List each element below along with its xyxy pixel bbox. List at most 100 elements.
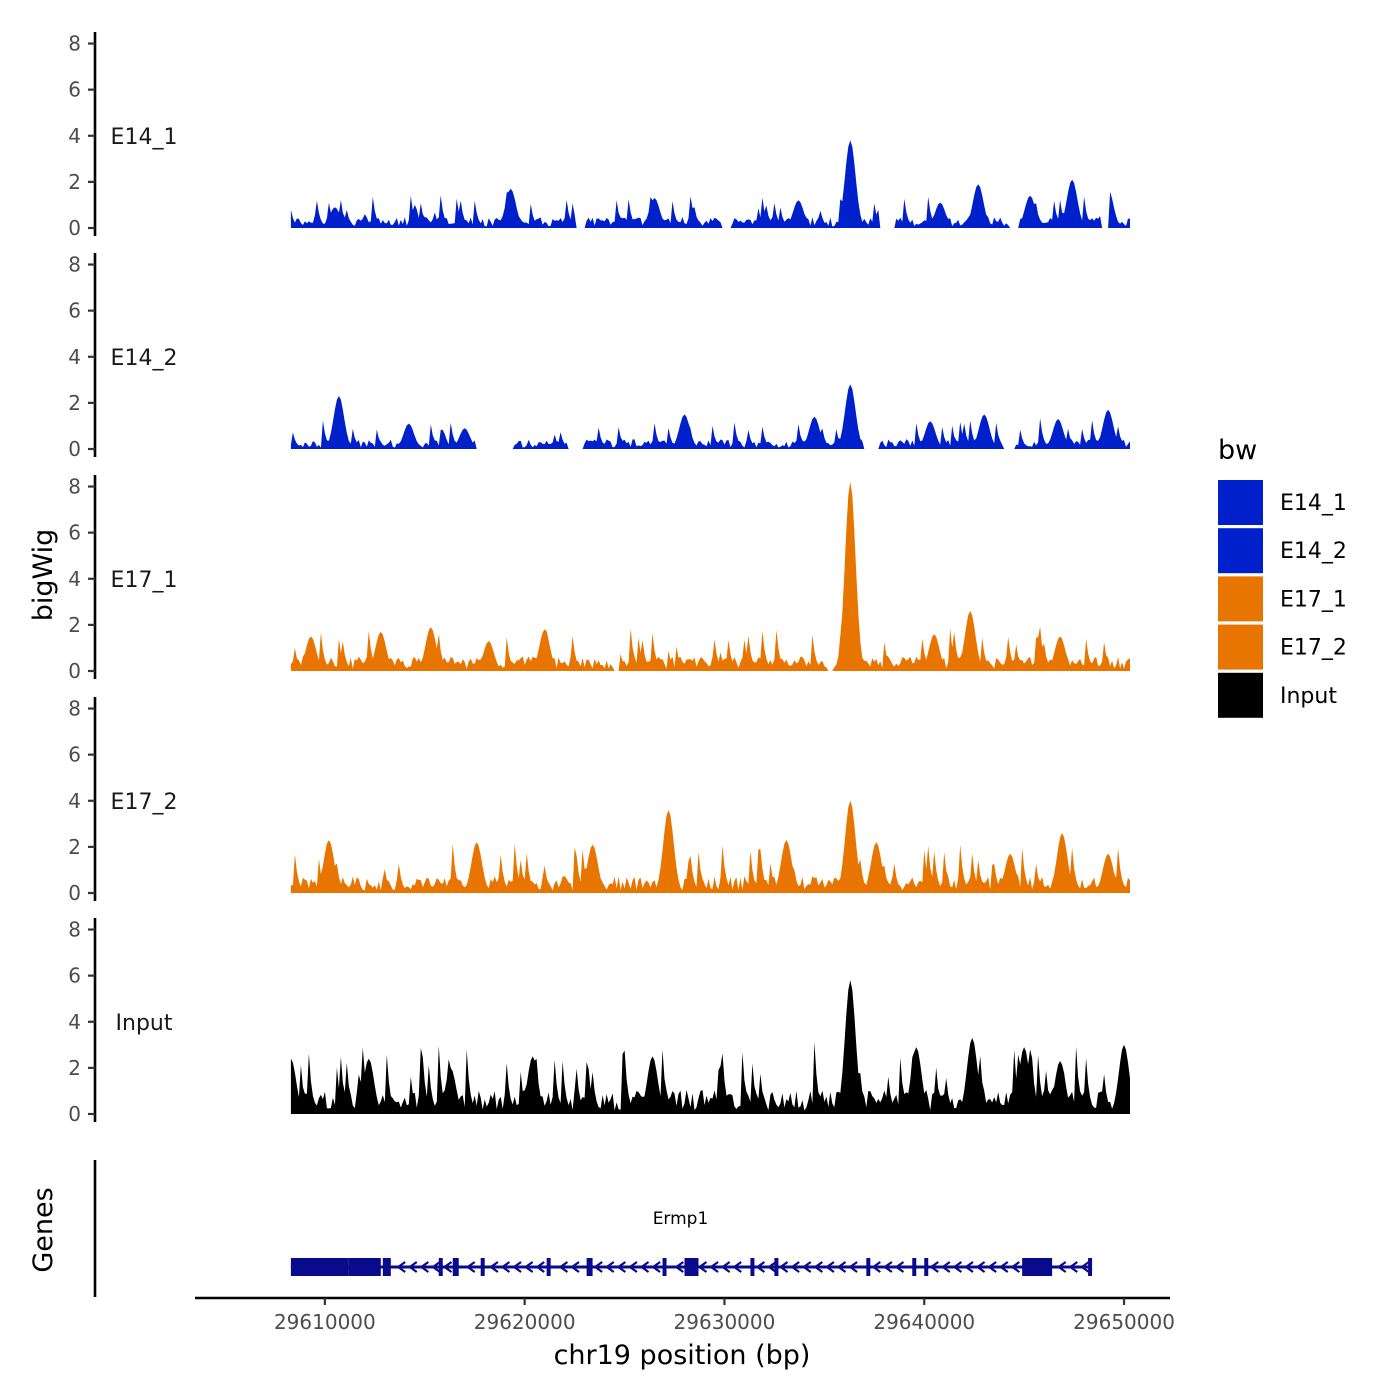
x-tick-label: 29630000 [674,1310,776,1334]
strand-arrow [975,1261,986,1273]
legend-label: E14_1 [1280,491,1347,516]
y-tick-label: 4 [68,567,81,591]
y-tick-label: 2 [68,835,81,859]
strand-arrow [651,1261,661,1273]
strand-arrow [500,1261,511,1273]
track-label: E14_2 [111,346,178,371]
strand-arrow [813,1261,824,1273]
strand-arrow [570,1261,580,1273]
gene-exon [382,1258,391,1276]
legend-swatch [1218,672,1263,718]
x-tick-label: 29610000 [274,1310,376,1334]
strand-arrow [1068,1261,1078,1273]
strand-arrow [732,1261,742,1273]
gene-exon [912,1258,917,1276]
gene-exon [586,1258,593,1276]
gene-exon [546,1258,551,1276]
legend-swatch [1218,624,1263,670]
gene-exon [348,1258,381,1276]
x-axis-title: chr19 position (bp) [554,1340,811,1371]
gene-exon [684,1258,699,1276]
track-label: Input [116,1011,173,1036]
legend-swatch [1218,528,1263,574]
y-axis-title: bigWig [28,529,59,622]
y-tick-label: 4 [68,124,81,148]
legend-label: Input [1280,684,1337,709]
gene-exon [480,1258,485,1276]
track-input: 0 2 4 6 8 Input [68,918,1130,1126]
y-tick-label: 4 [68,1010,81,1034]
strand-arrow [778,1261,789,1273]
strand-arrow [709,1261,719,1273]
strand-arrow [825,1261,835,1273]
y-tick-label: 8 [68,918,81,942]
strand-arrow [940,1261,951,1273]
y-tick-label: 0 [68,437,81,461]
legend-label: E14_2 [1280,539,1347,564]
strand-arrow [964,1261,974,1273]
track-e14-1: 0 2 4 6 8 E14_1 [68,32,1130,240]
coverage-area [290,800,1130,893]
y-tick-label: 6 [68,521,81,545]
x-tick-label: 29650000 [1073,1310,1175,1334]
strand-arrow [431,1261,441,1273]
x-axis: 29610000 29620000 29630000 29640000 29650000 [195,1296,1175,1334]
strand-arrow [720,1261,731,1273]
strand-arrow [489,1261,499,1273]
legend: bw E14_1 E14_2 E17_1 E17_2 Input [1218,435,1347,718]
y-tick-label: 0 [68,216,81,240]
track-label: E17_2 [111,790,178,815]
strand-arrow [523,1261,534,1273]
strand-arrow [894,1261,905,1273]
y-tick-label: 2 [68,613,81,637]
bigwig-tracks: 0 2 4 6 8 E14_1 0 2 4 6 8 E14_2 0 2 4 6 8 E17_1 0 2 4 6 8 E17_2… [68,32,1130,1126]
strand-arrow [1056,1261,1067,1273]
strand-arrow [755,1261,766,1273]
y-tick-label: 4 [68,345,81,369]
track-e17-1: 0 2 4 6 8 E17_1 [68,475,1130,683]
strand-arrow [790,1261,800,1273]
track-label: E14_1 [111,125,178,150]
y-tick-label: 6 [68,78,81,102]
strand-arrow [512,1261,522,1273]
legend-swatch [1218,480,1263,525]
strand-arrow [767,1261,777,1273]
y-tick-label: 6 [68,743,81,767]
strand-arrow [848,1261,858,1273]
gene-exon [866,1258,871,1276]
y-tick-label: 8 [68,475,81,499]
strand-arrow [998,1261,1009,1273]
y-tick-label: 0 [68,881,81,905]
strand-arrow [1010,1261,1020,1273]
y-tick-label: 8 [68,32,81,56]
gene-exon [290,1258,349,1276]
legend-label: E17_2 [1280,636,1347,661]
y-tick-label: 8 [68,253,81,277]
gene-exon [662,1258,667,1276]
y-tick-label: 2 [68,391,81,415]
coverage-area [290,481,1130,671]
gene-exon [452,1258,459,1276]
gene-name-label: Ermp1 [653,1209,709,1229]
gene-exon [438,1258,443,1276]
y-tick-label: 0 [68,1102,81,1126]
genes-track-title: Genes [28,1187,59,1272]
y-tick-label: 4 [68,789,81,813]
strand-arrow [987,1261,997,1273]
y-tick-label: 0 [68,659,81,683]
strand-arrow [882,1261,893,1273]
gene-exon [750,1258,755,1276]
strand-arrow [593,1261,603,1273]
strand-arrow [407,1261,418,1273]
strand-arrow [604,1261,615,1273]
y-tick-label: 2 [68,170,81,194]
coverage-area [290,140,1130,228]
legend-title: bw [1218,435,1257,466]
strand-arrow [1079,1261,1090,1273]
strand-arrow [616,1261,627,1273]
strand-arrow [801,1261,812,1273]
coverage-area [290,384,1130,449]
strand-arrow [952,1261,963,1273]
y-tick-label: 2 [68,1056,81,1080]
